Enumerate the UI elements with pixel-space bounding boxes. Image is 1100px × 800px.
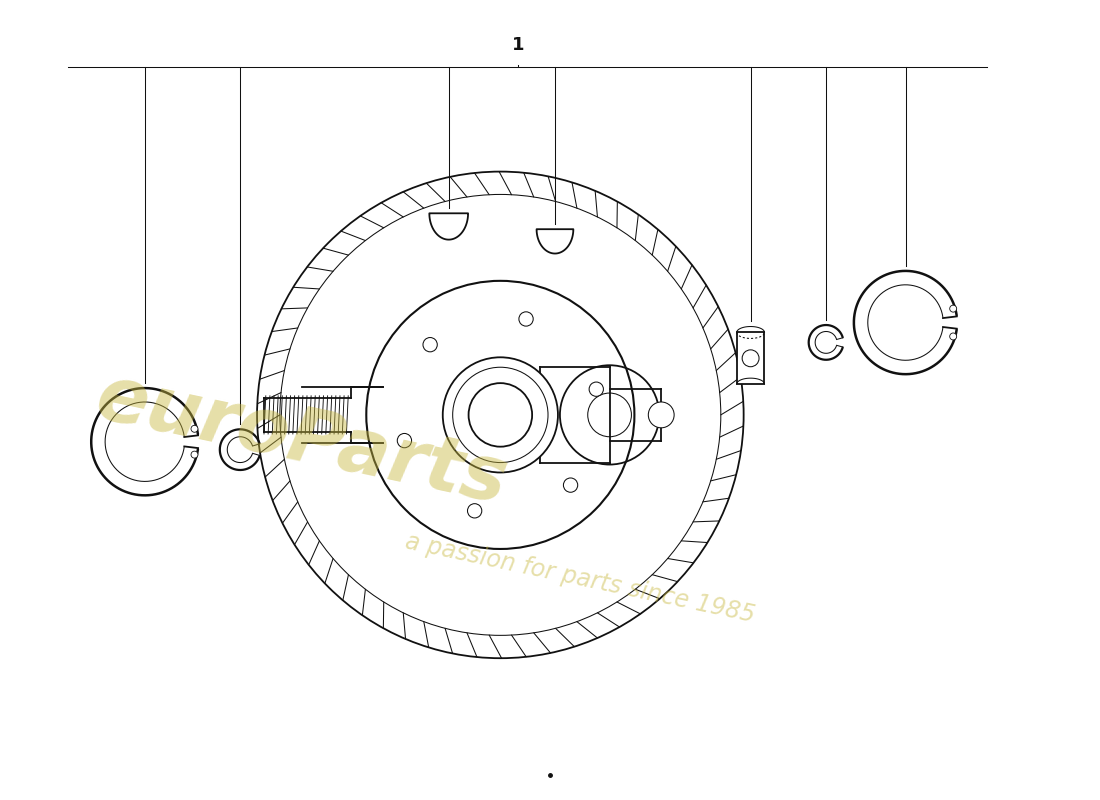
- Circle shape: [468, 504, 482, 518]
- Circle shape: [191, 451, 198, 458]
- Circle shape: [590, 382, 604, 396]
- Text: a passion for parts since 1985: a passion for parts since 1985: [403, 530, 757, 627]
- Circle shape: [563, 478, 578, 492]
- Circle shape: [469, 383, 532, 446]
- Circle shape: [257, 171, 744, 658]
- Circle shape: [453, 367, 548, 462]
- Circle shape: [742, 350, 759, 366]
- Text: euroParts: euroParts: [89, 360, 514, 519]
- Circle shape: [648, 402, 674, 428]
- Circle shape: [949, 305, 957, 312]
- Bar: [737, 333, 764, 384]
- Polygon shape: [537, 229, 573, 254]
- Polygon shape: [429, 214, 469, 240]
- Circle shape: [519, 312, 534, 326]
- Circle shape: [424, 338, 438, 352]
- Text: 1: 1: [512, 37, 525, 54]
- Circle shape: [366, 281, 635, 549]
- Circle shape: [397, 434, 411, 448]
- Circle shape: [191, 426, 198, 432]
- Circle shape: [949, 333, 957, 340]
- Circle shape: [442, 358, 558, 473]
